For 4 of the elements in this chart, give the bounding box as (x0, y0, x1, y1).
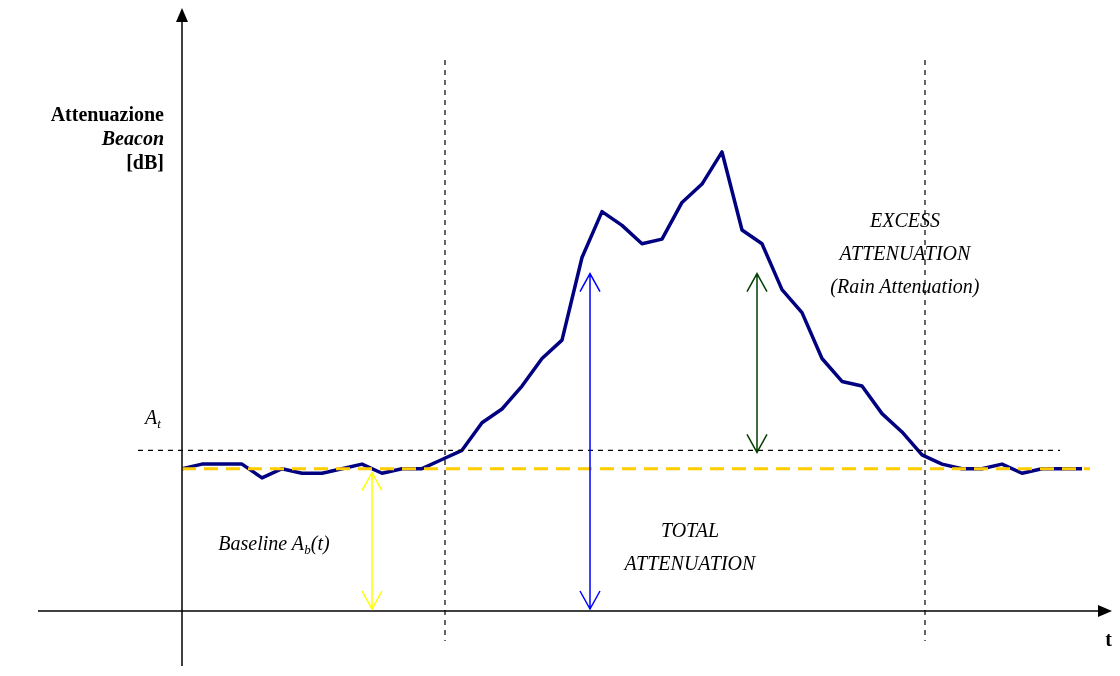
y-axis-title: Attenuazione Beacon [dB] (50, 103, 165, 174)
x-axis-title: t (1105, 628, 1113, 651)
annotation: EXCESS ATTENUATION (Rain Attenuation) (830, 209, 980, 299)
annotation: TOTAL ATTENUATION (622, 519, 758, 575)
